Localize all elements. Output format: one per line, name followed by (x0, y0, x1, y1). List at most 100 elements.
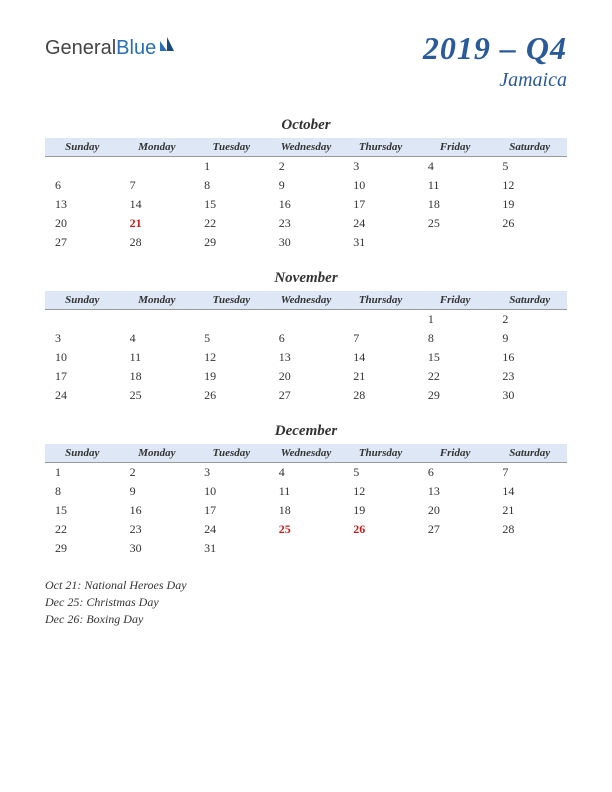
day-cell (492, 539, 567, 558)
sub-title: Jamaica (423, 69, 567, 92)
day-cell (492, 233, 567, 252)
day-cell: 12 (343, 482, 418, 501)
day-cell (45, 310, 120, 330)
day-cell: 4 (120, 329, 195, 348)
day-cell: 5 (194, 329, 269, 348)
calendars-container: October SundayMondayTuesdayWednesdayThurs… (45, 117, 567, 558)
day-cell: 11 (120, 348, 195, 367)
day-cell: 4 (269, 463, 344, 483)
day-cell: 13 (418, 482, 493, 501)
month-name: October (45, 117, 567, 134)
day-cell: 19 (194, 367, 269, 386)
day-cell: 23 (492, 367, 567, 386)
month-name: November (45, 270, 567, 287)
day-header: Monday (120, 444, 195, 463)
logo: GeneralBlue (45, 35, 176, 61)
day-cell: 30 (120, 539, 195, 558)
day-cell: 14 (492, 482, 567, 501)
holiday-list: Oct 21: National Heroes Day Dec 25: Chris… (45, 578, 567, 627)
day-cell: 15 (194, 195, 269, 214)
day-cell: 7 (120, 176, 195, 195)
day-cell: 18 (120, 367, 195, 386)
main-title: 2019 – Q4 (423, 30, 567, 67)
holiday-entry: Oct 21: National Heroes Day (45, 578, 567, 593)
day-header: Tuesday (194, 291, 269, 310)
table-row: 3456789 (45, 329, 567, 348)
day-cell: 27 (418, 520, 493, 539)
day-cell (269, 539, 344, 558)
day-cell: 29 (418, 386, 493, 405)
day-header: Wednesday (269, 291, 344, 310)
month-block: November SundayMondayTuesdayWednesdayThur… (45, 270, 567, 405)
day-cell: 20 (45, 214, 120, 233)
day-cell: 14 (343, 348, 418, 367)
day-cell (343, 539, 418, 558)
day-cell: 4 (418, 157, 493, 177)
day-cell: 8 (194, 176, 269, 195)
day-cell: 16 (492, 348, 567, 367)
day-cell: 6 (418, 463, 493, 483)
table-row: 15161718192021 (45, 501, 567, 520)
day-cell: 8 (45, 482, 120, 501)
day-cell: 23 (269, 214, 344, 233)
day-cell: 3 (45, 329, 120, 348)
day-cell: 9 (269, 176, 344, 195)
day-cell (194, 310, 269, 330)
day-cell (343, 310, 418, 330)
day-header: Tuesday (194, 444, 269, 463)
day-cell: 10 (45, 348, 120, 367)
day-cell (418, 233, 493, 252)
day-header: Thursday (343, 444, 418, 463)
day-cell: 29 (194, 233, 269, 252)
day-cell: 5 (343, 463, 418, 483)
day-cell: 3 (194, 463, 269, 483)
day-header: Monday (120, 291, 195, 310)
table-row: 6789101112 (45, 176, 567, 195)
day-cell: 25 (418, 214, 493, 233)
day-header: Saturday (492, 291, 567, 310)
holiday-entry: Dec 26: Boxing Day (45, 612, 567, 627)
day-cell: 1 (194, 157, 269, 177)
day-cell: 13 (269, 348, 344, 367)
day-cell: 28 (343, 386, 418, 405)
table-row: 293031 (45, 539, 567, 558)
day-cell: 7 (343, 329, 418, 348)
day-header: Wednesday (269, 138, 344, 157)
table-row: 10111213141516 (45, 348, 567, 367)
day-header: Saturday (492, 444, 567, 463)
day-cell (120, 157, 195, 177)
table-row: 24252627282930 (45, 386, 567, 405)
day-cell: 30 (269, 233, 344, 252)
table-row: 22232425262728 (45, 520, 567, 539)
day-cell: 1 (418, 310, 493, 330)
day-cell: 22 (45, 520, 120, 539)
day-header: Monday (120, 138, 195, 157)
day-cell: 26 (492, 214, 567, 233)
logo-text-2: Blue (116, 37, 156, 60)
day-cell: 5 (492, 157, 567, 177)
header: GeneralBlue 2019 – Q4 Jamaica (45, 30, 567, 92)
day-cell: 22 (418, 367, 493, 386)
day-cell: 17 (194, 501, 269, 520)
day-cell: 16 (120, 501, 195, 520)
calendar-table: SundayMondayTuesdayWednesdayThursdayFrid… (45, 138, 567, 252)
day-cell (45, 157, 120, 177)
day-cell (418, 539, 493, 558)
day-cell: 6 (45, 176, 120, 195)
table-row: 12345 (45, 157, 567, 177)
day-cell: 28 (492, 520, 567, 539)
day-cell: 15 (418, 348, 493, 367)
table-row: 13141516171819 (45, 195, 567, 214)
day-cell: 31 (194, 539, 269, 558)
day-cell: 9 (120, 482, 195, 501)
day-header: Saturday (492, 138, 567, 157)
day-header: Thursday (343, 138, 418, 157)
holiday-entry: Dec 25: Christmas Day (45, 595, 567, 610)
day-cell: 7 (492, 463, 567, 483)
table-row: 891011121314 (45, 482, 567, 501)
day-cell: 9 (492, 329, 567, 348)
calendar-table: SundayMondayTuesdayWednesdayThursdayFrid… (45, 291, 567, 405)
day-header: Friday (418, 291, 493, 310)
day-cell: 12 (492, 176, 567, 195)
day-cell: 11 (418, 176, 493, 195)
